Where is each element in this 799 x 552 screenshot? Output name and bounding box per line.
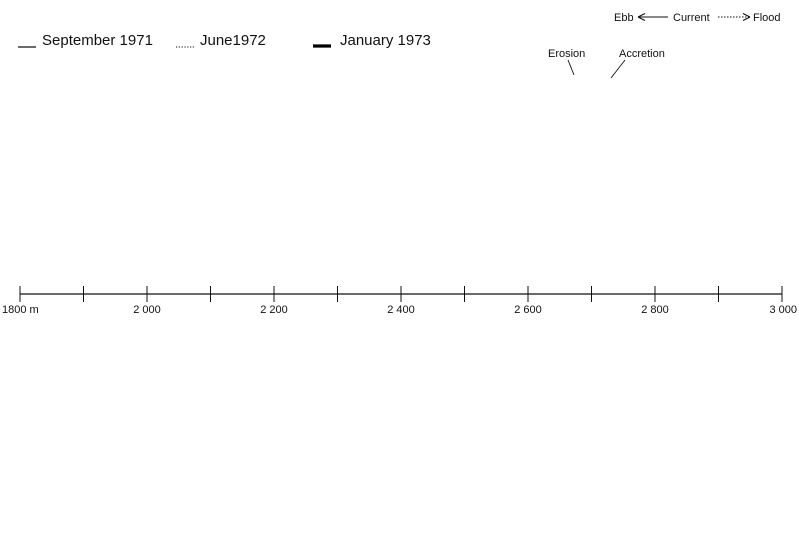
erosion-pointer bbox=[567, 59, 575, 76]
axis-label: 2 000 bbox=[133, 304, 161, 316]
axis-label: 2 800 bbox=[641, 304, 669, 316]
legend: September 1971 June1972 January 1973 bbox=[18, 32, 431, 49]
accretion-pointer bbox=[610, 59, 626, 79]
flood-arrowhead-icon bbox=[742, 13, 751, 21]
annotations: Erosion Accretion bbox=[548, 48, 665, 79]
flood-label: Flood bbox=[753, 12, 781, 24]
axis-label: 2 200 bbox=[260, 304, 288, 316]
axis-label-first: 1800 m bbox=[2, 304, 39, 316]
axis-label: 3 000 bbox=[769, 304, 797, 316]
ebb-arrowhead-icon bbox=[637, 13, 646, 21]
ebb-label: Ebb bbox=[614, 12, 634, 24]
axis-label: 2 400 bbox=[387, 304, 415, 316]
distance-axis: 1800 m 2 000 2 200 2 400 2 600 2 800 3 000 bbox=[2, 286, 797, 316]
legend-label-jan-1973: January 1973 bbox=[340, 32, 431, 49]
legend-label-sept-1971: September 1971 bbox=[42, 32, 153, 49]
current-direction-key: Ebb Current Flood bbox=[614, 12, 781, 24]
erosion-label: Erosion bbox=[548, 48, 585, 60]
accretion-label: Accretion bbox=[619, 48, 665, 60]
legend-label-june-1972: June1972 bbox=[200, 32, 266, 49]
axis-label: 2 600 bbox=[514, 304, 542, 316]
current-label: Current bbox=[673, 12, 710, 24]
